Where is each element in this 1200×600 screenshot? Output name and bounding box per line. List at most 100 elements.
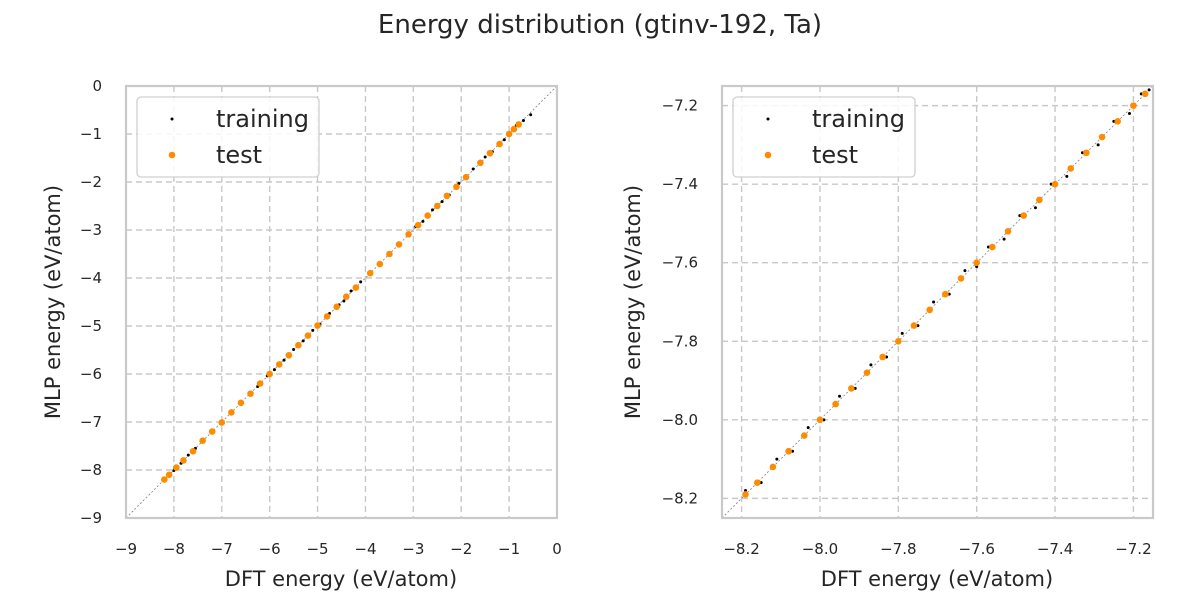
test-point [218,419,226,426]
training-point [359,280,363,284]
test-point [800,432,808,439]
training-point [440,200,444,204]
training-point [421,219,425,223]
training-point [775,457,779,461]
test-point [172,464,180,471]
training-point [1033,206,1037,210]
test-point [848,385,855,392]
y-tick-label: −9 [80,509,102,527]
test-point [237,399,245,407]
test-point [832,400,839,408]
y-tick-label: −1 [80,125,102,143]
training-point [869,363,873,367]
training-point [502,138,506,142]
test-point [342,293,350,301]
test-point [1114,118,1122,125]
x-tick-label: 0 [552,540,562,558]
test-point [863,369,871,376]
training-point [282,358,286,362]
test-point [1130,102,1137,109]
x-tick-label: −1 [498,540,520,558]
test-point [957,275,965,282]
test-point [275,361,283,368]
legend-label: test [812,141,858,169]
training-point [430,208,434,212]
x-axis-label: DFT energy (eV/atom) [821,567,1053,591]
training-point [292,348,296,352]
x-axis-label: DFT energy (eV/atom) [225,567,457,591]
test-point [515,121,522,128]
test-point [895,337,902,345]
test-point [285,351,293,359]
x-tick-label: −8 [163,540,185,558]
training-point [272,368,276,372]
test-point [323,313,331,320]
x-tick-label: −7.8 [880,540,916,558]
test-point [910,322,918,329]
x-tick-label: −4 [354,540,376,558]
legend-box [732,96,916,178]
training-point [1096,143,1100,147]
test-point [879,353,886,361]
test-point [1004,228,1012,235]
training-point [349,289,353,293]
test-point [433,202,441,210]
x-tick-label: −7.2 [1115,540,1151,558]
legend-marker-training [766,117,770,121]
test-point [989,243,996,251]
y-tick-label: −7.4 [662,175,698,193]
test-point [424,212,432,219]
test-point [1083,149,1090,157]
test-point [462,173,470,181]
test-point [769,463,777,471]
test-point [199,437,206,445]
x-tick-label: −2 [450,540,472,558]
test-point [304,332,312,339]
training-point [311,328,315,332]
test-point [1141,90,1149,98]
y-tick-label: −8.2 [662,489,698,507]
y-tick-label: −7.8 [662,332,698,350]
test-point [753,479,761,486]
training-point [342,299,346,303]
training-point [483,155,487,159]
plot-frame [720,84,1155,520]
test-point [486,149,494,157]
training-point [806,426,810,430]
test-point [1098,133,1106,141]
y-tick-label: −8 [80,461,102,479]
training-point [471,167,475,171]
test-point [256,380,264,387]
x-tick-label: −9 [115,540,137,558]
y-tick-label: −3 [80,221,102,239]
legend-marker-test [764,151,772,159]
test-point [165,471,173,479]
x-tick-label: −7.4 [1037,540,1073,558]
x-tick-label: −3 [402,540,424,558]
y-tick-label: −7 [80,413,102,431]
training-point [1147,88,1151,92]
test-point [386,250,393,258]
plot-frame [124,84,559,520]
test-point [405,231,412,238]
x-tick-label: −6 [259,540,281,558]
x-tick-label: −8.0 [802,540,838,558]
test-point [477,159,484,167]
test-point [295,341,302,349]
y-tick-label: −8.0 [662,411,698,429]
legend-label: training [216,105,309,133]
test-point [505,130,513,138]
test-point [228,409,235,416]
test-point [266,370,273,378]
x-tick-label: −5 [306,540,328,558]
y-axis-label: MLP energy (eV/atom) [621,185,645,419]
y-tick-label: −6 [80,365,102,383]
training-point [1065,174,1069,178]
test-point [1020,212,1027,219]
legend-box [136,96,320,178]
test-point [942,290,949,298]
chart-panel-full-range: DFT energy (eV/atom) MLP energy (eV/atom… [41,77,562,591]
test-point [189,447,197,455]
